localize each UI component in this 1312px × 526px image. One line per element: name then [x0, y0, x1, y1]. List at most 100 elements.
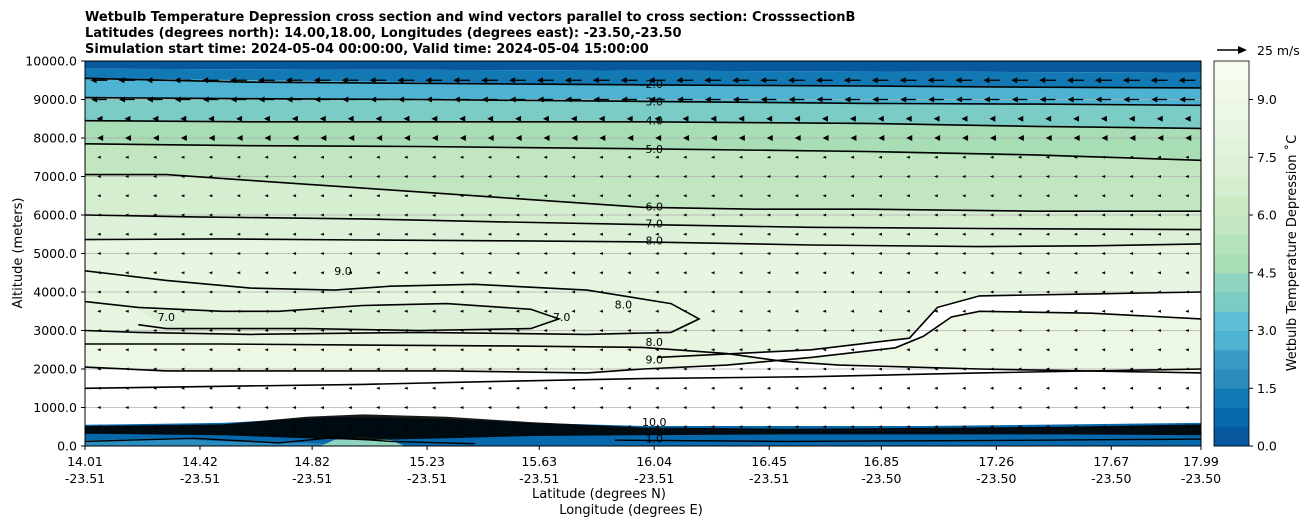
wind-vector	[236, 406, 241, 409]
wind-vector	[655, 271, 659, 275]
wind-vector	[264, 290, 269, 294]
wind-vector-head	[1045, 135, 1052, 141]
colorbar-swatch	[1214, 311, 1249, 331]
wind-vector	[125, 252, 129, 255]
contour-fill-band	[85, 215, 1201, 247]
wind-vector	[97, 155, 101, 159]
wind-vector	[906, 329, 910, 332]
wind-vector	[264, 425, 269, 429]
wind-vector	[850, 194, 855, 198]
contour-line	[85, 436, 475, 445]
contour-label: 1.0	[645, 432, 663, 445]
wind-vector	[487, 252, 492, 255]
wind-vector-head	[788, 96, 795, 103]
wind-vector	[1157, 329, 1161, 332]
contour-fill-band	[85, 120, 1201, 161]
wind-vector	[738, 252, 743, 255]
wind-vector	[878, 329, 882, 332]
wind-vector	[599, 309, 603, 313]
x-tick-label-lon: -23.51	[407, 471, 447, 486]
wind-vector	[1157, 155, 1161, 159]
wind-vector	[627, 175, 631, 178]
wind-vector	[208, 155, 213, 159]
wind-vector	[989, 175, 994, 178]
wind-vector	[906, 367, 910, 371]
wind-vector-head	[849, 115, 856, 122]
wind-vector	[348, 194, 352, 198]
wind-vector	[794, 309, 799, 313]
wind-vector	[1129, 232, 1134, 236]
wind-vector-head	[404, 135, 411, 141]
wind-vector	[320, 175, 324, 178]
wind-vector	[599, 425, 603, 429]
wind-vector	[766, 213, 771, 217]
wind-vector	[989, 367, 994, 371]
wind-vector-head	[738, 135, 745, 141]
wind-vector	[850, 406, 855, 409]
contour-label: 4.0	[645, 115, 663, 128]
wind-vector	[180, 194, 185, 198]
wind-vector	[264, 386, 269, 390]
wind-vector	[822, 175, 827, 178]
wind-vector	[97, 232, 101, 236]
wind-vector	[599, 213, 603, 217]
wind-vector	[376, 155, 380, 159]
wind-vector	[906, 232, 910, 236]
contour-line	[85, 173, 1201, 212]
wind-vector	[766, 155, 771, 159]
wind-vector	[599, 155, 603, 159]
wind-vector-head	[564, 77, 571, 84]
wind-vector	[655, 329, 659, 332]
wind-vector	[850, 367, 855, 371]
wind-vector-head	[459, 135, 466, 141]
y-tick-label: 1000.0	[33, 400, 77, 415]
wind-vector	[738, 348, 743, 352]
colorbar-swatch	[1214, 253, 1249, 274]
wind-vector	[404, 252, 408, 255]
colorbar-tick-label: 4.5	[1257, 265, 1277, 280]
wind-vector	[766, 271, 771, 275]
wind-vector	[515, 348, 520, 352]
wind-vector-head	[425, 96, 432, 103]
wind-vector	[404, 406, 408, 409]
wind-vector	[543, 386, 548, 390]
wind-vector	[850, 348, 855, 352]
wind-vector	[655, 309, 659, 313]
wind-vector-head	[621, 96, 628, 103]
colorbar-swatch	[1214, 138, 1249, 158]
wind-vector	[320, 290, 324, 294]
wind-vector	[236, 425, 241, 429]
colorbar-tick-label: 6.0	[1257, 208, 1277, 223]
wind-vector	[1073, 309, 1078, 313]
wind-vector-head	[208, 115, 215, 122]
wind-vector	[459, 271, 464, 275]
wind-vector	[1129, 155, 1134, 159]
colorbar-swatch	[1214, 272, 1249, 293]
wind-vector-head	[815, 77, 822, 84]
wind-vector	[404, 271, 408, 275]
wind-vector	[571, 213, 576, 217]
contour-line	[614, 438, 1201, 443]
wind-vector	[125, 175, 129, 178]
wind-vector	[627, 213, 631, 217]
colorbar-swatch	[1214, 407, 1249, 428]
wind-vector	[599, 175, 603, 178]
wind-vector	[822, 367, 827, 371]
wind-vector	[487, 309, 492, 313]
wind-vector-head	[257, 77, 264, 84]
wind-vector	[431, 348, 436, 352]
y-tick-label: 7000.0	[33, 169, 77, 184]
wind-vector	[236, 367, 241, 371]
wind-vector	[208, 329, 213, 332]
wind-vector	[320, 425, 324, 429]
wind-vector	[152, 309, 157, 313]
wind-vector	[627, 271, 631, 275]
wind-vector	[1017, 252, 1022, 255]
wind-vector	[1129, 175, 1134, 178]
wind-vector	[208, 252, 213, 255]
wind-vector	[962, 290, 966, 294]
wind-vector-head	[1011, 96, 1018, 103]
wind-vector	[208, 406, 213, 409]
colorbar-tick-label: 3.0	[1257, 323, 1277, 338]
contour-line	[85, 143, 1201, 162]
